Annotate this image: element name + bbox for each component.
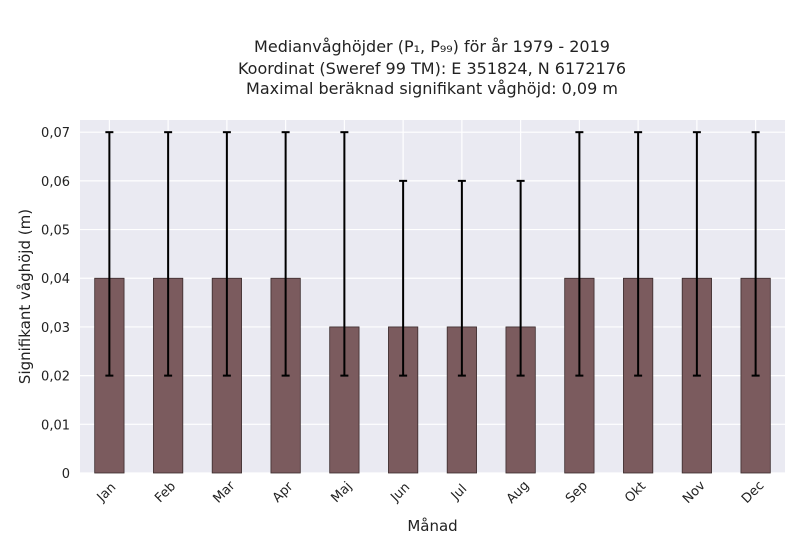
x-tick-label: Nov [680, 478, 709, 507]
y-tick-label: 0,05 [41, 224, 70, 239]
y-tick-labels: 0 0,01 0,02 0,03 0,04 0,05 0,06 0,07 [41, 126, 70, 482]
y-tick-label: 0,04 [41, 272, 70, 287]
x-tick-label: Maj [329, 479, 356, 506]
y-tick-label: 0 [62, 467, 70, 482]
y-tick-label: 0,01 [41, 418, 70, 433]
x-tick-label: Dec [739, 478, 767, 506]
x-tick-label: Apr [270, 479, 297, 506]
x-tick-labels: Jan Feb Mar Apr Maj Jun Jul Aug Sep Okt Nov Dec [94, 478, 768, 507]
y-tick-label: 0,03 [41, 321, 70, 336]
y-axis-label: Signifikant våghöjd (m) [16, 209, 34, 384]
error-bars [105, 131, 760, 377]
bar [329, 326, 360, 474]
y-tick-label: 0,02 [41, 370, 70, 385]
x-tick-label: Jul [448, 482, 470, 504]
x-tick-label: Jan [94, 480, 119, 505]
x-tick-label: Okt [622, 479, 649, 506]
x-tick-label: Sep [563, 479, 591, 507]
chart-title-line-2: Koordinat (Sweref 99 TM): E 351824, N 61… [238, 59, 626, 78]
plot-area [80, 120, 785, 473]
y-tick-label: 0,06 [41, 175, 70, 190]
x-tick-label: Mar [210, 478, 238, 506]
x-tick-label: Feb [152, 479, 179, 506]
x-tick-label: Aug [504, 478, 533, 507]
chart-title-line-3: Maximal beräknad signifikant våghöjd: 0,… [246, 79, 618, 98]
x-axis-label: Månad [407, 517, 457, 535]
chart-title-line-1: Medianvåghöjder (P₁, P₉₉) för år 1979 - … [254, 37, 610, 56]
y-tick-label: 0,07 [41, 126, 70, 141]
x-tick-label: Jun [387, 480, 413, 506]
